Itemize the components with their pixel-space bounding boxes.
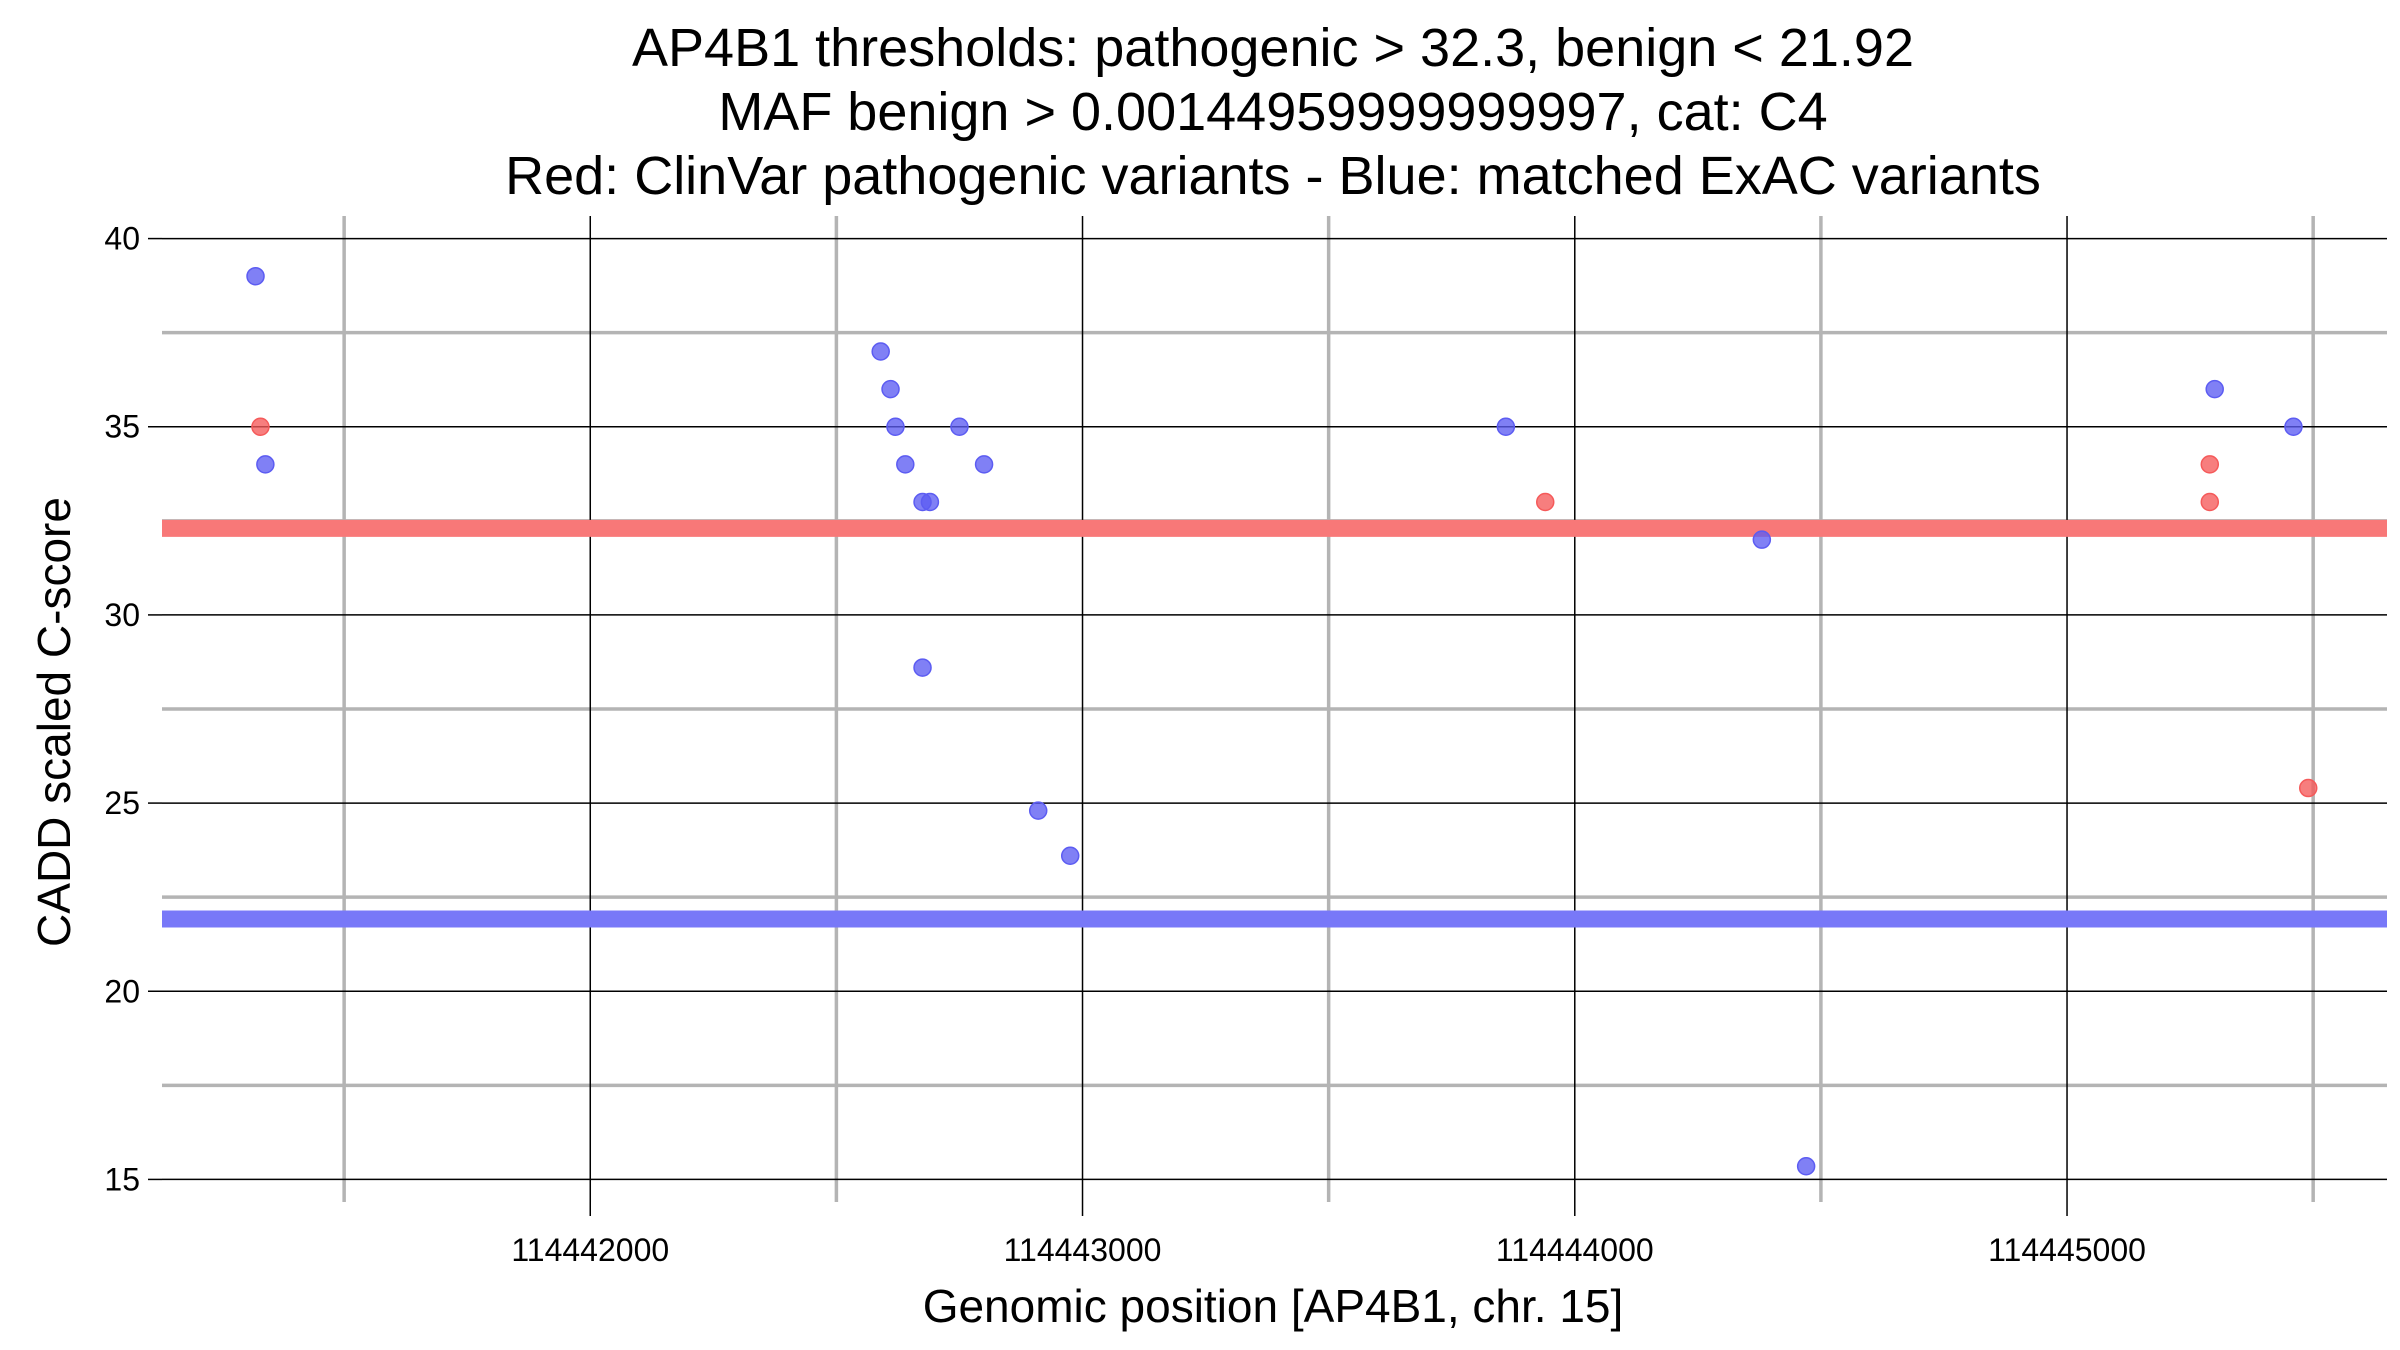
data-point-benign [1028,801,1048,820]
y-tick-label: 15 [104,1161,140,1197]
data-point-pathogenic [2200,492,2220,512]
data-point-pathogenic [2200,455,2220,474]
title-line-3: Red: ClinVar pathogenic variants - Blue:… [505,146,2041,206]
y-tick-label: 20 [104,973,140,1009]
data-point-benign [920,492,940,512]
y-axis-ticks: 15 20 25 30 35 40 [104,221,162,1197]
data-point-benign [871,342,890,361]
x-tick-label: 114444000 [1496,1232,1654,1268]
title-line-1: AP4B1 thresholds: pathogenic > 32.3, ben… [632,18,1914,78]
data-point-benign [1796,1156,1816,1176]
data-point-pathogenic [2298,778,2318,798]
data-point-benign [2205,379,2224,399]
data-point-benign [913,658,932,677]
data-point-benign [1060,846,1080,866]
data-point-pathogenic [1535,492,1555,512]
y-tick-label: 35 [104,409,140,445]
x-axis-ticks: 114442000 114443000 114444000 114445000 [511,1202,2146,1268]
data-point-benign [974,455,994,474]
x-tick-label: 114443000 [1004,1232,1162,1268]
data-points [246,266,2318,1176]
data-point-benign [2284,417,2303,436]
chart-title: AP4B1 thresholds: pathogenic > 32.3, ben… [505,18,2041,206]
y-axis-title: CADD scaled C-score [28,497,80,947]
major-gridlines [162,216,2387,1202]
data-point-benign [881,379,900,399]
x-tick-label: 114445000 [1988,1232,2146,1268]
x-axis-title: Genomic position [AP4B1, chr. 15] [923,1280,1624,1332]
title-line-2: MAF benign > 0.00144959999999997, cat: C… [718,82,1827,142]
data-point-benign [950,417,969,436]
data-point-benign [1496,417,1516,436]
threshold-lines [162,519,2387,928]
y-tick-label: 40 [104,221,140,257]
data-point-pathogenic [251,417,270,436]
data-point-benign [896,455,915,474]
y-tick-label: 30 [104,597,140,633]
minor-gridlines [162,216,2387,1202]
data-point-benign [256,455,275,474]
data-point-benign [886,417,905,436]
x-tick-label: 114442000 [511,1232,669,1268]
data-point-benign [1752,530,1772,549]
data-point-benign [246,266,265,286]
y-tick-label: 25 [104,785,140,821]
